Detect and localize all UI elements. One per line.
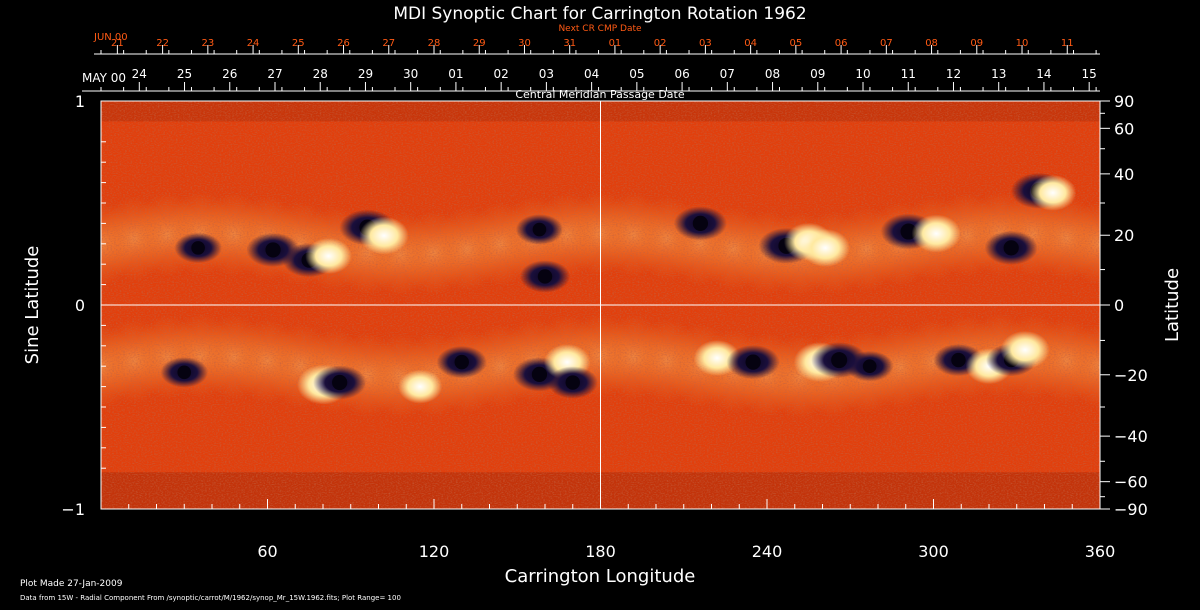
date-axes: 15 14 13 12 11 10 09 08 07 06 05 04 03 02 01 30 29 28 27 26… [82, 24, 1100, 101]
next-month-label: JUN 00 [93, 32, 128, 43]
y-tick-label: 0 [75, 296, 85, 315]
cmp-date-label: 02 [494, 67, 509, 81]
next-date-label: 10 [1016, 38, 1029, 49]
next-date-label: 09 [970, 38, 983, 49]
next-date-label: 07 [880, 38, 893, 49]
next-date-label: 25 [292, 38, 305, 49]
sunspot-core [951, 352, 966, 368]
sunspot-core [177, 365, 192, 380]
cmp-month-label: MAY 00 [82, 71, 126, 85]
next-date-label: 08 [925, 38, 938, 49]
cmp-date-label: 12 [946, 67, 961, 81]
y2-axis-title: Latitude [1162, 268, 1183, 342]
lat-tick-label: −20 [1114, 366, 1148, 385]
next-date-label: 05 [789, 38, 802, 49]
x-tick-label: 60 [257, 542, 277, 561]
plot-made-note: Plot Made 27-Jan-2009 [20, 579, 123, 589]
next-axis-title: Next CR CMP Date [558, 24, 642, 34]
cmp-date-label: 10 [855, 67, 870, 81]
cmp-date-label: 24 [132, 67, 147, 81]
sunspot-core [862, 359, 877, 374]
y-tick-label: −1 [61, 500, 85, 519]
cmp-date-label: 04 [584, 67, 599, 81]
cmp-date-label: 13 [991, 67, 1006, 81]
positive-polarity-region [398, 369, 443, 404]
sunspot-core [537, 269, 553, 284]
next-date-label: 31 [563, 38, 576, 49]
next-date-label: 03 [699, 38, 712, 49]
sunspot-core [532, 222, 547, 237]
next-date-label: 06 [835, 38, 848, 49]
cmp-axis-title: Central Meridian Passage Date [515, 88, 684, 101]
next-date-label: 24 [247, 38, 260, 49]
cmp-date-label: 30 [403, 67, 418, 81]
sunspot-core [1003, 240, 1019, 256]
lat-tick-label: 90 [1114, 92, 1134, 111]
sunspot-core [692, 215, 709, 231]
next-date-label: 02 [654, 38, 667, 49]
next-date-label: 30 [518, 38, 531, 49]
next-date-label: 21 [111, 38, 124, 49]
lat-tick-label: 0 [1114, 296, 1124, 315]
x-tick-label: 300 [918, 542, 949, 561]
sunspot-core [565, 375, 580, 390]
y-tick-label: 1 [75, 92, 85, 111]
next-date-label: 11 [1061, 38, 1074, 49]
cmp-date-label: 15 [1082, 67, 1097, 81]
cmp-date-label: 28 [313, 67, 328, 81]
cmp-date-label: 26 [222, 67, 237, 81]
lat-tick-label: 60 [1114, 119, 1134, 138]
sunspot-core [332, 374, 348, 391]
next-date-label: 04 [744, 38, 757, 49]
lat-tick-label: −60 [1114, 473, 1148, 492]
cmp-date-label: 05 [629, 67, 644, 81]
next-date-label: 23 [201, 38, 214, 49]
cmp-date-label: 27 [267, 67, 282, 81]
lat-tick-label: −90 [1114, 500, 1148, 519]
positive-polarity-region [1000, 330, 1050, 369]
cmp-date-label: 06 [674, 67, 689, 81]
cmp-date-label: 01 [448, 67, 463, 81]
positive-polarity-region [800, 228, 850, 267]
chart-title: MDI Synoptic Chart for Carrington Rotati… [393, 4, 806, 24]
sunspot-core [531, 366, 548, 382]
lat-tick-label: 20 [1114, 226, 1134, 245]
sunspot-core [745, 354, 761, 370]
positive-polarity-region [911, 214, 961, 253]
cmp-date-label: 03 [539, 67, 554, 81]
x-tick-label: 180 [585, 542, 616, 561]
next-date-label: 26 [337, 38, 350, 49]
positive-polarity-region [1029, 174, 1077, 211]
cmp-date-label: 09 [810, 67, 825, 81]
cmp-date-label: 29 [358, 67, 373, 81]
x-tick-label: 240 [752, 542, 783, 561]
cmp-date-label: 08 [765, 67, 780, 81]
positive-polarity-region [305, 238, 352, 275]
axes: 60 120 180 240 300 360 1 0 −1 90 60 40 20 0 −20 −40 −60 −… [61, 92, 1147, 561]
data-source-note: Data from 15W - Radial Component From /s… [20, 594, 401, 602]
cmp-date-label: 25 [177, 67, 192, 81]
cmp-date-label: 14 [1036, 67, 1051, 81]
cmp-date-label: 07 [720, 67, 735, 81]
next-date-label: 27 [382, 38, 395, 49]
sunspot-core [191, 241, 205, 255]
positive-polarity-region [359, 216, 409, 255]
cmp-date-label: 11 [901, 67, 916, 81]
x-axis-title: Carrington Longitude [505, 566, 696, 587]
next-date-label: 01 [609, 38, 622, 49]
y-axis-title: Sine Latitude [22, 246, 43, 365]
sunspot-core [265, 242, 281, 258]
magnetic-features [160, 172, 1077, 405]
x-tick-label: 120 [419, 542, 450, 561]
lat-tick-label: 40 [1114, 165, 1134, 184]
sunspot-core [831, 352, 848, 369]
sunspot-core [454, 354, 469, 370]
x-tick-label: 360 [1085, 542, 1116, 561]
next-date-label: 22 [156, 38, 169, 49]
next-date-label: 28 [428, 38, 441, 49]
next-date-label: 29 [473, 38, 486, 49]
lat-tick-label: −40 [1114, 427, 1148, 446]
